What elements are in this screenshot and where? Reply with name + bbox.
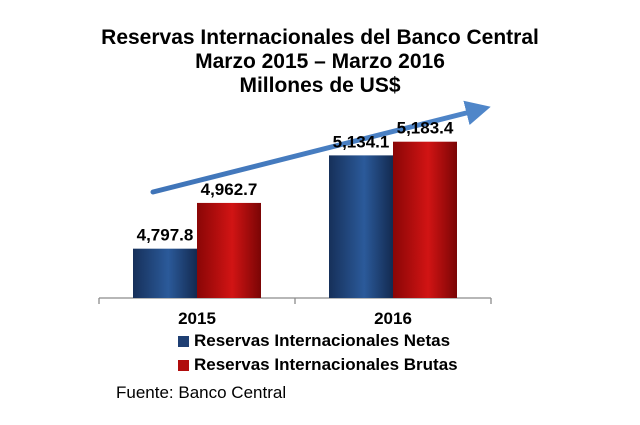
legend-swatch-brutas: [178, 359, 189, 371]
bar-reservas-internacionales-brutas-2016: [393, 141, 457, 298]
data-label-reservas-internacionales-netas-2015: 4,797.8: [137, 226, 194, 245]
legend: Reservas Internacionales Netas Reservas …: [178, 329, 458, 377]
bar-reservas-internacionales-netas-2016: [329, 155, 393, 298]
source-note: Fuente: Banco Central: [116, 383, 287, 402]
data-label-reservas-internacionales-brutas-2015: 4,962.7: [201, 180, 258, 199]
data-label-reservas-internacionales-netas-2016: 5,134.1: [333, 132, 390, 151]
bar-reservas-internacionales-netas-2015: [133, 248, 197, 298]
trend-arrow: [150, 100, 491, 195]
legend-label-netas: Reservas Internacionales Netas: [194, 331, 451, 350]
bar-reservas-internacionales-brutas-2015: [197, 202, 261, 298]
legend-swatch-netas: [178, 335, 189, 347]
x-tick-label-2016: 2016: [374, 309, 412, 328]
chart-title-line-2: Marzo 2015 – Marzo 2016: [195, 50, 445, 73]
x-tick-label-2015: 2015: [178, 309, 216, 328]
chart-title-line-3: Millones de US$: [239, 74, 401, 97]
chart-title-line-1: Reservas Internacionales del Banco Centr…: [101, 26, 539, 49]
chart-title: Reservas Internacionales del Banco Centr…: [0, 26, 640, 98]
legend-item-netas: Reservas Internacionales Netas: [178, 329, 458, 353]
data-label-reservas-internacionales-brutas-2016: 5,183.4: [397, 119, 454, 138]
legend-item-brutas: Reservas Internacionales Brutas: [178, 353, 458, 377]
legend-label-brutas: Reservas Internacionales Brutas: [194, 355, 458, 374]
